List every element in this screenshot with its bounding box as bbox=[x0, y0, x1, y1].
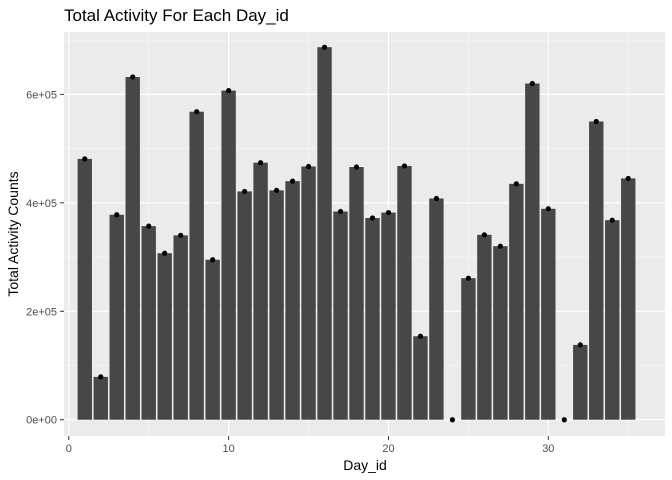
points bbox=[82, 44, 631, 423]
chart-title: Total Activity For Each Day_id bbox=[64, 6, 289, 25]
bar-2 bbox=[93, 376, 108, 420]
point-24 bbox=[449, 417, 456, 423]
bar-29 bbox=[525, 83, 540, 420]
bar-35 bbox=[621, 178, 636, 420]
y-tick-label-3: 6e+05 bbox=[26, 89, 57, 101]
point-29 bbox=[529, 80, 535, 87]
point-5 bbox=[146, 223, 152, 229]
bar-9 bbox=[205, 259, 220, 420]
x-axis-title: Day_id bbox=[343, 457, 387, 473]
bar-12 bbox=[253, 162, 268, 420]
point-1 bbox=[82, 156, 88, 162]
point-34 bbox=[609, 217, 615, 223]
bar-26 bbox=[477, 234, 492, 420]
point-18 bbox=[353, 164, 360, 170]
point-15 bbox=[305, 163, 312, 170]
point-26 bbox=[481, 232, 487, 238]
point-17 bbox=[337, 208, 344, 215]
bar-19 bbox=[365, 218, 380, 420]
bar-11 bbox=[237, 191, 252, 420]
bar-6 bbox=[157, 253, 172, 420]
point-27 bbox=[497, 243, 503, 249]
point-6 bbox=[162, 250, 168, 256]
point-3 bbox=[114, 212, 120, 218]
point-11 bbox=[242, 188, 248, 195]
bar-1 bbox=[77, 158, 92, 420]
bar-15 bbox=[301, 166, 316, 420]
bar-21 bbox=[397, 165, 412, 420]
x-tick-label-3: 30 bbox=[542, 443, 554, 455]
point-30 bbox=[545, 206, 551, 212]
y-tick-label-0: 0e+00 bbox=[26, 415, 57, 427]
point-13 bbox=[273, 187, 280, 193]
point-8 bbox=[194, 109, 200, 115]
bar-32 bbox=[573, 344, 588, 420]
bar-10 bbox=[221, 90, 236, 420]
bar-18 bbox=[349, 167, 364, 420]
bar-4 bbox=[125, 77, 140, 420]
point-28 bbox=[513, 181, 519, 187]
point-22 bbox=[417, 333, 424, 339]
y-tick-label-1: 2e+05 bbox=[26, 306, 57, 318]
bar-7 bbox=[173, 235, 188, 420]
point-10 bbox=[226, 87, 232, 94]
x-tick-label-1: 10 bbox=[223, 443, 235, 455]
bars bbox=[77, 47, 636, 420]
bar-3 bbox=[109, 214, 124, 420]
bar-16 bbox=[317, 47, 332, 420]
bar-22 bbox=[413, 336, 428, 420]
point-2 bbox=[98, 374, 104, 380]
bar-8 bbox=[189, 111, 204, 420]
bar-23 bbox=[429, 198, 444, 420]
point-7 bbox=[178, 232, 184, 238]
bar-14 bbox=[285, 181, 300, 420]
point-14 bbox=[289, 178, 296, 184]
bar-28 bbox=[509, 183, 524, 420]
point-23 bbox=[433, 195, 440, 202]
point-12 bbox=[258, 160, 264, 166]
point-9 bbox=[210, 257, 216, 263]
point-4 bbox=[130, 74, 136, 80]
bar-20 bbox=[381, 212, 396, 420]
bar-17 bbox=[333, 211, 348, 420]
point-21 bbox=[401, 163, 408, 169]
bar-27 bbox=[493, 246, 508, 420]
point-32 bbox=[577, 342, 583, 348]
point-20 bbox=[385, 209, 392, 216]
y-axis-title: Total Activity Counts bbox=[5, 171, 21, 296]
bar-25 bbox=[461, 278, 476, 420]
point-33 bbox=[593, 118, 599, 125]
bar-34 bbox=[605, 220, 620, 420]
x-tick-label-2: 20 bbox=[382, 443, 394, 455]
point-31 bbox=[561, 417, 567, 423]
bar-30 bbox=[541, 208, 556, 420]
point-19 bbox=[369, 215, 376, 221]
bar-33 bbox=[589, 121, 604, 420]
point-35 bbox=[625, 175, 631, 182]
bar-5 bbox=[141, 226, 156, 420]
bar-13 bbox=[269, 190, 284, 420]
x-tick-label-0: 0 bbox=[66, 443, 72, 455]
y-tick-label-2: 4e+05 bbox=[26, 198, 57, 210]
axes: 0e+00 2e+05 4e+05 6e+05 0 10 20 30 bbox=[26, 89, 554, 455]
point-25 bbox=[465, 275, 471, 281]
point-16 bbox=[321, 44, 328, 50]
